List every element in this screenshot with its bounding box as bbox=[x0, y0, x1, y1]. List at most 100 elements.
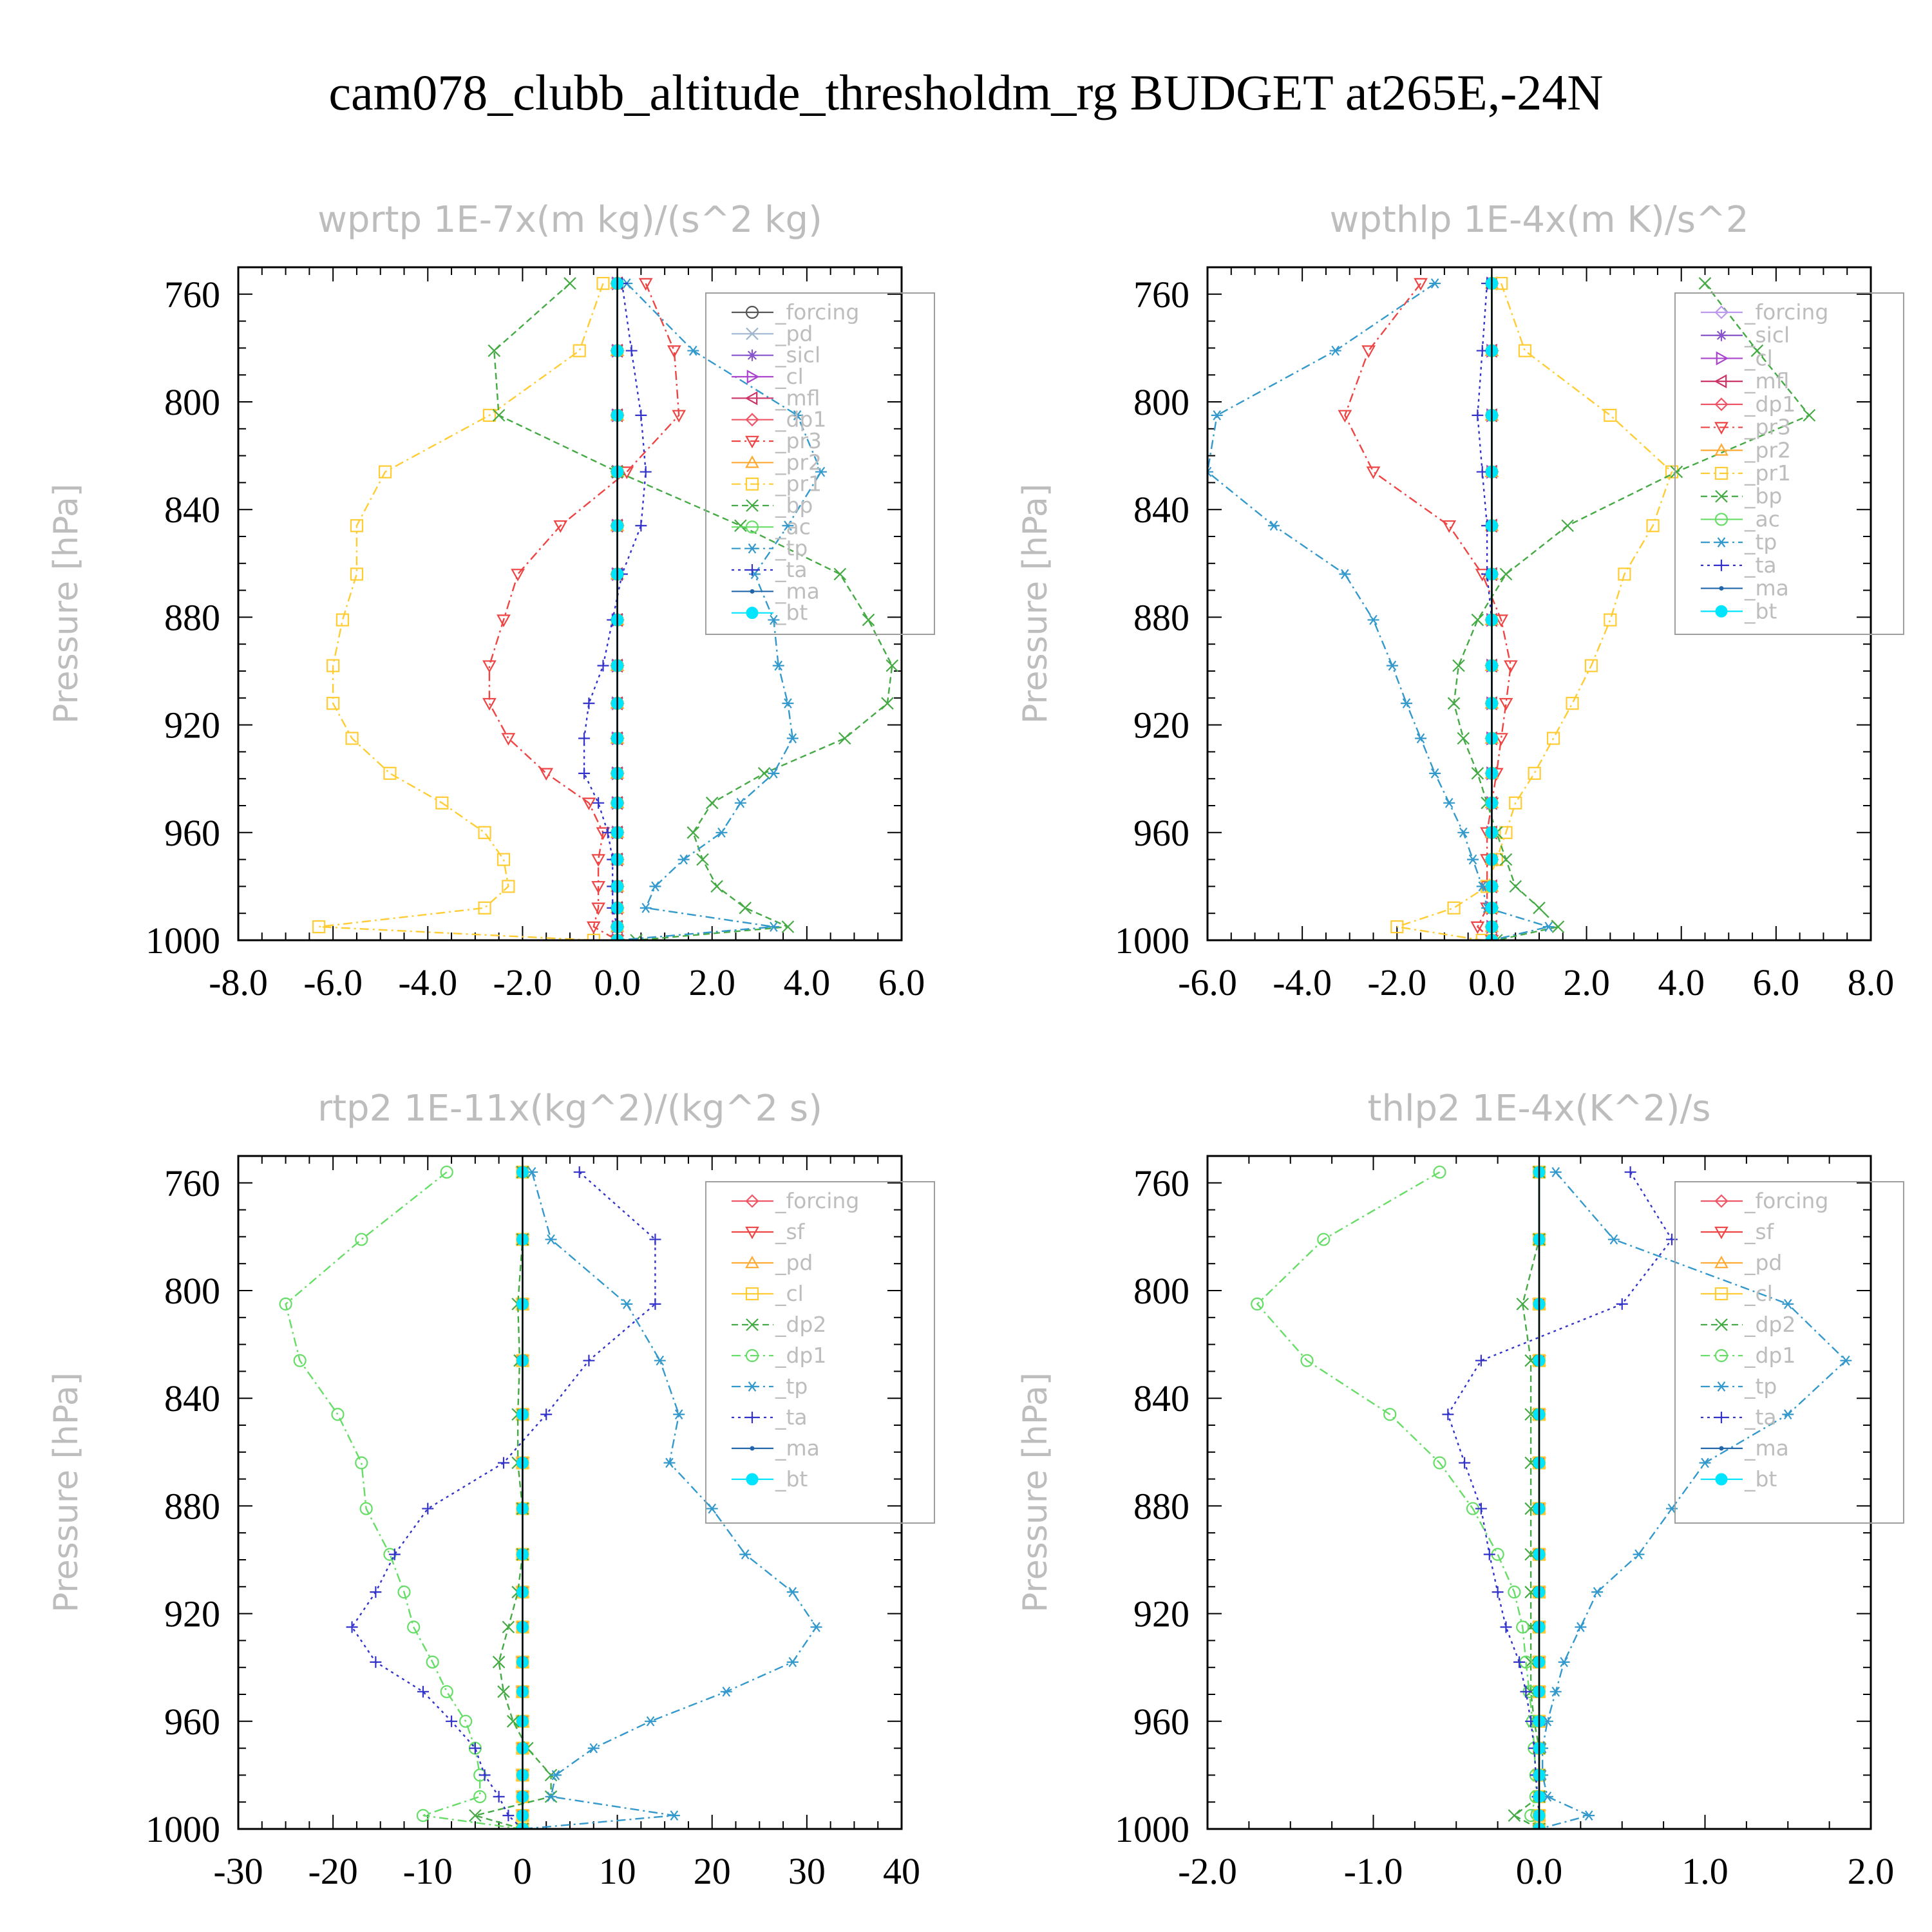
x-tick-label: 4.0 bbox=[784, 961, 831, 1003]
legend-marker bbox=[750, 589, 755, 594]
plot-frame bbox=[1206, 1155, 1872, 1830]
data-point bbox=[506, 1715, 520, 1728]
x-tick-label: 0.0 bbox=[594, 961, 641, 1003]
y-axis-label: Pressure [hPa] bbox=[47, 1372, 86, 1613]
data-point bbox=[1803, 409, 1816, 422]
data-point bbox=[1447, 901, 1461, 914]
legend-label: _ta bbox=[1744, 553, 1777, 578]
data-point bbox=[786, 733, 799, 744]
legend-item: _pr3 bbox=[731, 428, 822, 453]
series-pr1 bbox=[312, 276, 610, 940]
legend-label: _cl bbox=[775, 364, 804, 389]
legend-marker bbox=[1714, 1255, 1728, 1269]
panel-title: wpthlp 1E-4x(m K)/s^2 bbox=[1329, 199, 1748, 241]
y-tick-label: 760 bbox=[1133, 1162, 1189, 1204]
y-tick-label: 840 bbox=[164, 489, 220, 531]
data-point bbox=[1549, 1686, 1562, 1697]
legend-item: _mfl bbox=[731, 385, 820, 410]
legend-box bbox=[705, 1181, 935, 1524]
data-point bbox=[1383, 1408, 1397, 1421]
data-point bbox=[587, 1743, 600, 1754]
legend-marker bbox=[1714, 466, 1728, 480]
data-point bbox=[1583, 1810, 1595, 1821]
data-point bbox=[1390, 920, 1404, 934]
data-point bbox=[621, 1299, 633, 1309]
legend-item: _forcing bbox=[1700, 299, 1828, 325]
panels: wprtp 1E-7x(m kg)/(s^2 kg) Pressure [hPa]… bbox=[47, 199, 1904, 1892]
legend-item: _cl bbox=[731, 1281, 804, 1306]
data-point bbox=[1492, 1586, 1504, 1598]
legend-label: _cl bbox=[1744, 1281, 1773, 1306]
y-tick-label: 1000 bbox=[1115, 1808, 1189, 1850]
chart-panel-2: wpthlp 1E-4x(m K)/s^2 Pressure [hPa] 760 80… bbox=[1016, 199, 1904, 1003]
chart-panel-3: rtp2 1E-11x(kg^2)/(kg^2 s) Pressure [hPa]… bbox=[47, 1088, 935, 1892]
x-tick-label: 2.0 bbox=[688, 961, 735, 1003]
legend-marker bbox=[745, 1226, 759, 1240]
data-point bbox=[1508, 1809, 1521, 1822]
legend-marker bbox=[1715, 537, 1727, 548]
series-pr1 bbox=[1390, 276, 1679, 940]
legend-label: _tp bbox=[1744, 1374, 1777, 1399]
legend-item: _dp2 bbox=[731, 1312, 826, 1337]
y-tick-label: 880 bbox=[164, 1485, 220, 1527]
data-point bbox=[540, 1408, 553, 1421]
data-point bbox=[1415, 733, 1427, 744]
data-point bbox=[591, 881, 606, 894]
series-tp bbox=[516, 1167, 822, 1829]
data-point bbox=[1499, 697, 1513, 711]
data-point bbox=[573, 344, 586, 357]
legend-label: _sf bbox=[1744, 1219, 1775, 1244]
data-point bbox=[492, 409, 506, 422]
data-point bbox=[478, 901, 491, 914]
data-point bbox=[862, 613, 875, 627]
legend-item: _pr3 bbox=[1700, 415, 1791, 440]
legend-item: _ma bbox=[731, 578, 820, 603]
x-tick-label: 1.0 bbox=[1681, 1850, 1728, 1892]
legend-label: _dp1 bbox=[775, 1343, 826, 1368]
data-point bbox=[1782, 1299, 1794, 1309]
legend-label: _dp1 bbox=[1744, 392, 1795, 417]
series-dp1 bbox=[279, 1165, 529, 1829]
legend-item: _ma bbox=[1700, 576, 1789, 601]
legend-item: _cl bbox=[731, 364, 804, 389]
data-point bbox=[549, 1770, 562, 1781]
y-axis-label: Pressure [hPa] bbox=[1016, 1372, 1055, 1613]
legend-label: _pd bbox=[1744, 1250, 1782, 1275]
legend-label: _cl bbox=[775, 1281, 804, 1306]
legend-marker bbox=[1716, 351, 1729, 366]
legend-label: _pr2 bbox=[1744, 437, 1791, 462]
data-point bbox=[886, 659, 899, 672]
data-point bbox=[815, 466, 827, 477]
legend-box bbox=[1674, 1181, 1904, 1524]
legend-label: _dp2 bbox=[775, 1312, 826, 1337]
data-point bbox=[422, 1502, 434, 1515]
data-point bbox=[564, 277, 576, 290]
x-tick-label: -1.0 bbox=[1344, 1850, 1403, 1892]
series-line bbox=[285, 1171, 523, 1829]
data-point bbox=[583, 697, 595, 710]
data-point bbox=[620, 466, 634, 479]
x-tick-label: 20 bbox=[694, 1850, 731, 1892]
data-point bbox=[772, 660, 784, 671]
data-point bbox=[583, 1354, 595, 1367]
data-point bbox=[370, 1586, 382, 1598]
legend-label: _ta bbox=[775, 557, 808, 582]
data-point bbox=[1300, 1354, 1314, 1367]
data-point bbox=[768, 614, 780, 625]
series-pr3 bbox=[482, 278, 687, 940]
data-point bbox=[706, 1503, 718, 1514]
data-point bbox=[1471, 767, 1484, 780]
legend-marker bbox=[746, 327, 759, 341]
data-point bbox=[597, 659, 609, 672]
data-point bbox=[668, 1810, 680, 1821]
data-point bbox=[596, 276, 610, 290]
data-point bbox=[734, 797, 746, 808]
data-point bbox=[578, 767, 591, 779]
data-point bbox=[649, 881, 661, 892]
y-tick-label: 960 bbox=[1133, 1701, 1189, 1743]
data-point bbox=[1584, 659, 1598, 672]
data-point bbox=[1386, 660, 1398, 671]
legend-marker bbox=[1714, 374, 1727, 389]
data-point bbox=[1750, 344, 1764, 357]
data-point bbox=[687, 345, 699, 356]
